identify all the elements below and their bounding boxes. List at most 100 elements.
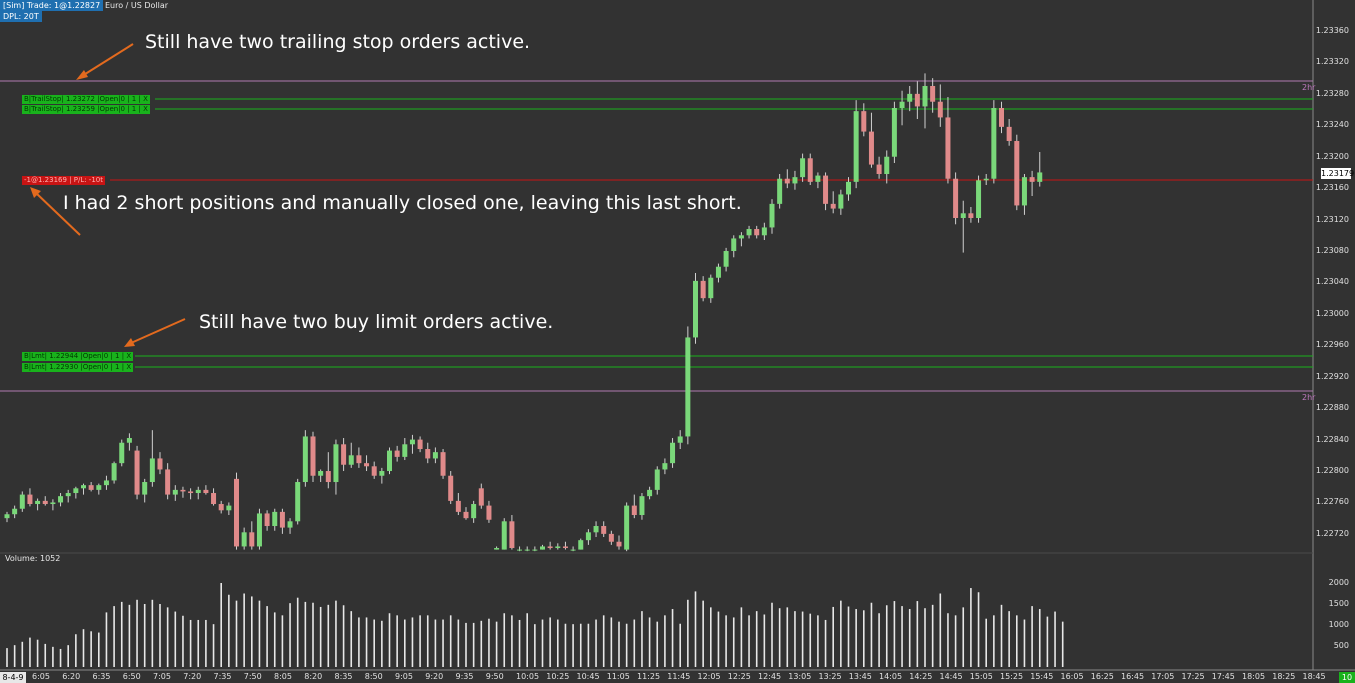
candle [624, 505, 630, 550]
candle [761, 227, 767, 236]
time-tick-label: 10:25 [546, 672, 570, 681]
candle [914, 93, 920, 107]
trail-stop-order-2[interactable]: B|TrailStop| 1.23259 |Open|0 | 1 | X [22, 105, 150, 114]
candle [364, 463, 370, 467]
candle [999, 108, 1004, 127]
price-tick-label: 1.23240 [1315, 120, 1349, 130]
candle [463, 511, 469, 519]
candle [670, 442, 676, 464]
candle [738, 235, 744, 239]
time-tick-label: 11:05 [606, 672, 630, 681]
session-label-bottom: 2hr [1302, 393, 1316, 402]
candle [930, 86, 936, 102]
candle [249, 532, 255, 547]
candle [1014, 141, 1020, 206]
candle [540, 546, 545, 550]
candle [264, 513, 270, 527]
candle [103, 480, 109, 486]
candle [440, 452, 446, 476]
candle [42, 500, 48, 505]
sim-trade-badge[interactable]: [Sim] Trade: 1@1.22827 [0, 0, 104, 11]
time-tick-label: 8:35 [334, 672, 353, 681]
time-tick-label: 17:45 [1211, 672, 1235, 681]
candle [968, 213, 974, 219]
candle [195, 489, 201, 494]
time-tick-label: 18:05 [1242, 672, 1266, 681]
price-tick-label: 1.22840 [1315, 434, 1349, 444]
time-tick-label: 7:05 [153, 672, 171, 681]
price-tick-label: 1.23320 [1315, 57, 1349, 67]
limit-order-2[interactable]: B|Lmt| 1.22930 |Open|0 | 1 | X [22, 363, 134, 372]
time-tick-label: 11:45 [667, 672, 691, 681]
candle [792, 177, 798, 184]
candle [1029, 177, 1035, 182]
limit-order-1[interactable]: B|Lmt| 1.22944 |Open|0 | 1 | X [22, 352, 134, 361]
candle [50, 502, 56, 505]
time-tick-label: 18:25 [1272, 672, 1296, 681]
candle [700, 280, 706, 299]
candle [891, 108, 897, 157]
candle [287, 521, 293, 528]
candle [325, 471, 331, 483]
time-tick-label: 14:45 [939, 672, 963, 681]
candle [234, 478, 239, 547]
time-tick-label: 8:20 [304, 672, 323, 681]
candle [608, 533, 614, 542]
candle [677, 436, 683, 443]
candle [639, 496, 645, 516]
candle [922, 86, 928, 107]
candle [341, 444, 347, 465]
candle [318, 471, 324, 476]
price-tick-label: 1.23120 [1315, 214, 1349, 224]
candlestick-series [4, 73, 1043, 552]
candle [1037, 172, 1043, 182]
date-marker: 8-4-9 [0, 672, 26, 683]
position-tag[interactable]: -1@1.23169 | P/L: -10t [22, 176, 105, 185]
corner-badge: 10 [1339, 672, 1355, 683]
candle [578, 540, 584, 550]
trail-stop-order-1[interactable]: B|TrailStop| 1.23272 |Open|0 | 1 | X [22, 95, 150, 104]
price-tick-label: 1.23000 [1315, 308, 1349, 318]
candle [830, 203, 836, 209]
candle [471, 504, 477, 519]
candle [899, 101, 905, 109]
candle [302, 436, 308, 483]
candle [211, 493, 217, 505]
candle [593, 526, 599, 533]
candle [983, 178, 989, 181]
time-tick-label: 9:20 [425, 672, 444, 681]
candle [356, 455, 362, 464]
candle [134, 450, 140, 495]
time-tick-label: 15:05 [969, 672, 993, 681]
time-tick-label: 6:35 [92, 672, 111, 681]
candle [501, 521, 507, 550]
time-tick-label: 7:35 [213, 672, 232, 681]
candle [73, 488, 79, 494]
time-tick-label: 17:05 [1151, 672, 1175, 681]
candle [562, 546, 568, 549]
candle [754, 229, 760, 236]
candle [868, 131, 874, 165]
candle [953, 178, 959, 219]
candle [685, 337, 691, 437]
price-tick-label: 1.23160 [1315, 183, 1349, 193]
annotation-limits: Still have two buy limit orders active. [199, 311, 554, 333]
candle [907, 93, 913, 102]
price-tick-label: 1.23280 [1315, 88, 1349, 98]
candle [1006, 126, 1012, 142]
candle [777, 178, 783, 204]
time-tick-label: 12:05 [697, 672, 721, 681]
arrow-limits-icon [124, 318, 186, 347]
time-tick-label: 13:25 [818, 672, 842, 681]
candle [631, 505, 637, 516]
candle [509, 521, 515, 549]
dpl-badge[interactable]: DPL: 20T [0, 11, 42, 22]
price-tick-label: 1.22880 [1315, 403, 1349, 413]
candle [348, 455, 354, 465]
time-tick-label: 8:50 [364, 672, 383, 681]
candle [815, 175, 821, 182]
volume-tick-label: 500 [1333, 641, 1349, 650]
candle [58, 496, 64, 503]
